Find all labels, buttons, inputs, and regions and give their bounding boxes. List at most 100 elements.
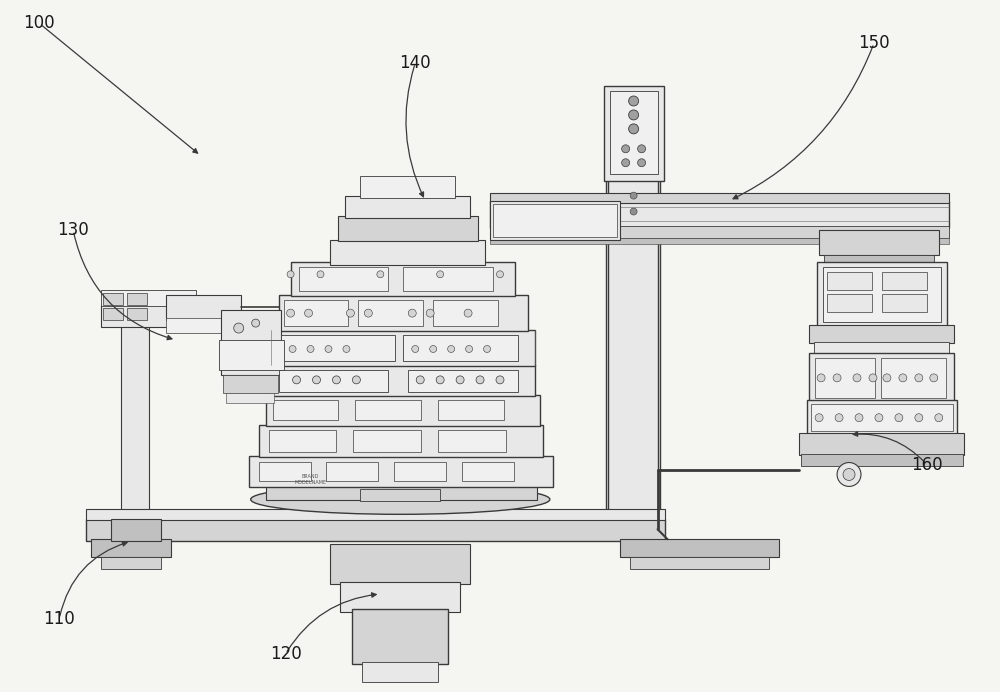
Circle shape [289,345,296,352]
Circle shape [638,158,646,167]
Circle shape [436,376,444,384]
Circle shape [343,345,350,352]
Bar [259,425,543,457]
Bar [438,430,506,452]
Circle shape [364,309,372,317]
Bar [279,370,388,392]
Bar [490,192,949,203]
Bar [814,342,949,354]
Bar [86,519,665,541]
Circle shape [293,376,301,384]
Bar [103,293,123,305]
Circle shape [352,376,360,384]
Bar [355,400,445,494]
Bar [433,300,498,326]
Bar [608,106,658,529]
Bar [127,308,147,320]
Circle shape [622,145,630,153]
Circle shape [252,319,260,327]
Bar [249,455,553,487]
Text: 160: 160 [911,455,943,473]
Bar [338,215,478,242]
Bar [817,262,947,327]
Bar [345,196,470,217]
Bar [166,295,241,320]
Bar [394,462,446,482]
Circle shape [332,376,340,384]
Bar [809,353,954,403]
Circle shape [307,345,314,352]
Circle shape [325,345,332,352]
Bar [355,400,421,420]
Text: 120: 120 [270,645,301,663]
Bar [221,310,281,375]
Bar [809,325,954,343]
Bar [340,582,460,612]
Text: BRAND
MODELNAME: BRAND MODELNAME [294,474,327,485]
Bar [127,293,147,305]
Bar [403,267,493,291]
Bar [490,226,949,239]
Bar [279,295,528,331]
Circle shape [930,374,938,382]
Bar [462,462,514,482]
Bar [362,662,438,682]
Circle shape [629,96,639,106]
Bar [630,557,769,569]
Circle shape [875,414,883,421]
Circle shape [317,271,324,277]
Bar [330,240,485,265]
Circle shape [234,323,244,333]
Circle shape [622,158,630,167]
Circle shape [416,376,424,384]
Bar [299,267,388,291]
Bar [86,509,665,520]
Circle shape [287,309,295,317]
Circle shape [915,414,923,421]
Bar [111,519,161,541]
Bar [827,272,872,290]
Text: 150: 150 [858,34,890,52]
Bar [620,539,779,557]
Bar [281,335,395,361]
Bar [219,340,284,370]
Bar [403,335,518,361]
Circle shape [408,309,416,317]
Circle shape [935,414,943,421]
Bar [223,375,278,393]
Bar [408,370,518,392]
Bar [881,358,946,398]
Circle shape [497,271,503,277]
Bar [824,255,934,265]
Bar [606,106,660,529]
Bar [284,300,348,326]
Bar [271,365,535,396]
Bar [103,308,123,320]
Circle shape [426,309,434,317]
Bar [101,305,196,327]
Circle shape [346,309,354,317]
Bar [352,609,448,664]
Text: 130: 130 [57,221,89,239]
Bar [610,91,658,174]
Bar [326,462,378,482]
Text: 110: 110 [43,610,75,628]
Text: 100: 100 [23,15,55,33]
Bar [490,201,949,228]
Bar [353,430,421,452]
Circle shape [313,376,320,384]
Bar [493,203,617,237]
Bar [101,557,161,569]
Bar [266,395,540,426]
Bar [490,239,949,244]
Circle shape [629,124,639,134]
Circle shape [484,345,491,352]
Ellipse shape [251,484,550,514]
Bar [273,400,338,420]
Circle shape [630,208,637,215]
Bar [266,486,537,500]
Circle shape [630,192,637,199]
Circle shape [855,414,863,421]
Bar [101,290,196,306]
Bar [799,432,964,455]
